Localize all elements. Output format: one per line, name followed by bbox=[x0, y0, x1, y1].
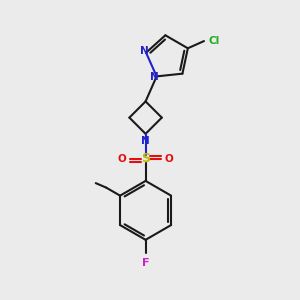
Text: F: F bbox=[142, 258, 149, 268]
Text: S: S bbox=[141, 152, 150, 165]
Text: Cl: Cl bbox=[208, 36, 220, 46]
Text: N: N bbox=[150, 72, 159, 82]
Text: N: N bbox=[141, 136, 150, 146]
Text: N: N bbox=[140, 46, 149, 56]
Text: O: O bbox=[118, 154, 126, 164]
Text: O: O bbox=[165, 154, 173, 164]
